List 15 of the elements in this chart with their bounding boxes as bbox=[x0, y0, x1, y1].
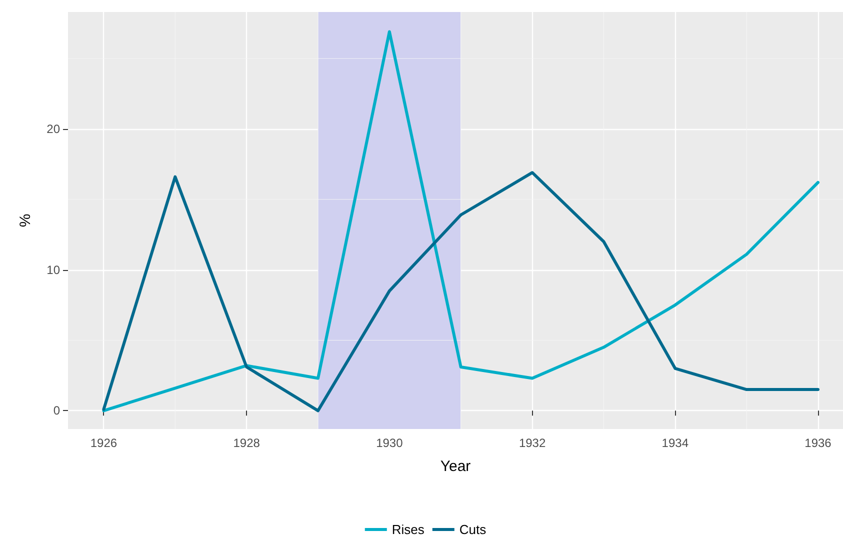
x-axis-title: Year bbox=[440, 458, 471, 475]
x-tick-label: 1934 bbox=[662, 436, 689, 450]
y-tick-label: 10 bbox=[46, 262, 60, 277]
y-tick-label: 20 bbox=[46, 122, 60, 136]
x-tick-label: 1932 bbox=[518, 436, 546, 450]
y-axis-title: % bbox=[17, 214, 34, 228]
x-tick-label: 1930 bbox=[376, 436, 404, 450]
y-tick-label: 0 bbox=[53, 404, 60, 418]
x-tick-label: 1926 bbox=[90, 436, 118, 450]
line-series bbox=[102, 171, 820, 412]
x-tick-label: 1928 bbox=[233, 436, 260, 450]
line-series bbox=[102, 30, 820, 412]
x-tick-label: 1936 bbox=[804, 436, 832, 450]
legend-label: Rises bbox=[392, 522, 425, 537]
legend-label: Cuts bbox=[459, 522, 487, 537]
